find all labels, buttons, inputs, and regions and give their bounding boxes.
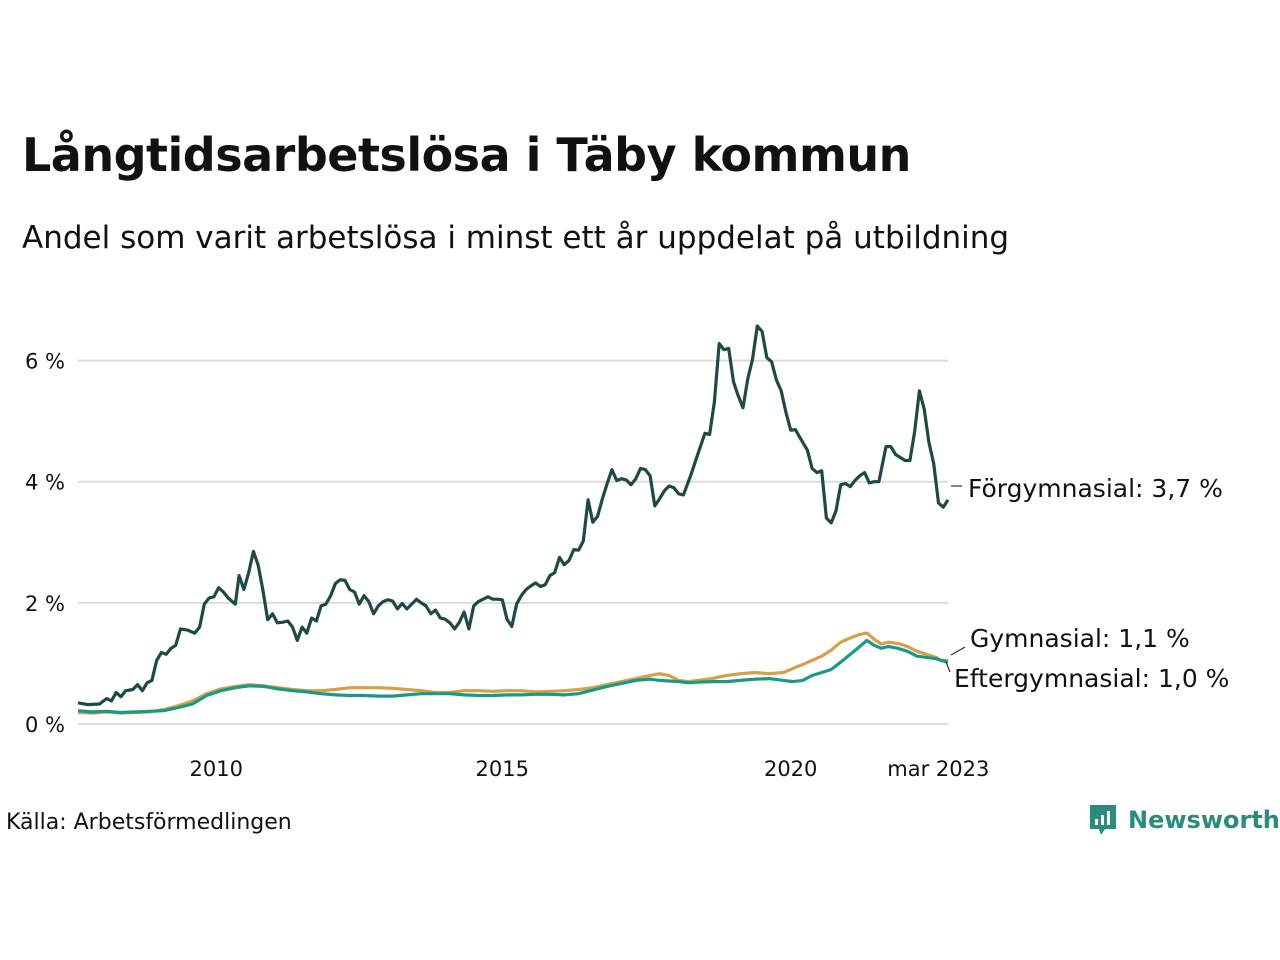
source-note: Källa: Arbetsförmedlingen bbox=[6, 810, 292, 835]
brand[interactable]: Newsworthy bbox=[1088, 803, 1280, 837]
y-tick-label: 4 % bbox=[25, 471, 65, 495]
chart-title: Långtidsarbetslösa i Täby kommun bbox=[22, 128, 911, 182]
x-axis-ticks: 2010 2015 2020 mar 2023 bbox=[190, 757, 990, 781]
chart-subtitle: Andel som varit arbetslösa i minst ett å… bbox=[22, 220, 1010, 256]
newsworthy-logo-icon bbox=[1090, 805, 1116, 835]
label-leader bbox=[945, 661, 951, 673]
series-end-labels: Förgymnasial: 3,7 % Gymnasial: 1,1 % Efter… bbox=[945, 474, 1229, 693]
y-axis-ticks: 0 % 2 % 4 % 6 % bbox=[25, 350, 65, 737]
x-tick-label: 2015 bbox=[476, 757, 529, 781]
x-tick-label: mar 2023 bbox=[887, 757, 989, 781]
series-line-förgymnasial bbox=[77, 324, 950, 707]
series-end-label: Eftergymnasial: 1,0 % bbox=[954, 664, 1229, 693]
y-tick-label: 2 % bbox=[25, 592, 65, 616]
series-end-label: Gymnasial: 1,1 % bbox=[970, 624, 1190, 653]
y-tick-label: 0 % bbox=[25, 713, 65, 737]
series-line-eftergymnasial bbox=[77, 638, 949, 715]
x-tick-label: 2020 bbox=[764, 757, 817, 781]
x-tick-label: 2010 bbox=[190, 757, 243, 781]
gridlines bbox=[78, 359, 948, 725]
y-tick-label: 6 % bbox=[25, 350, 65, 374]
series-lines bbox=[77, 324, 950, 715]
brand-name: Newsworthy bbox=[1128, 806, 1280, 834]
series-end-label: Förgymnasial: 3,7 % bbox=[968, 474, 1223, 503]
label-leader bbox=[950, 646, 966, 656]
